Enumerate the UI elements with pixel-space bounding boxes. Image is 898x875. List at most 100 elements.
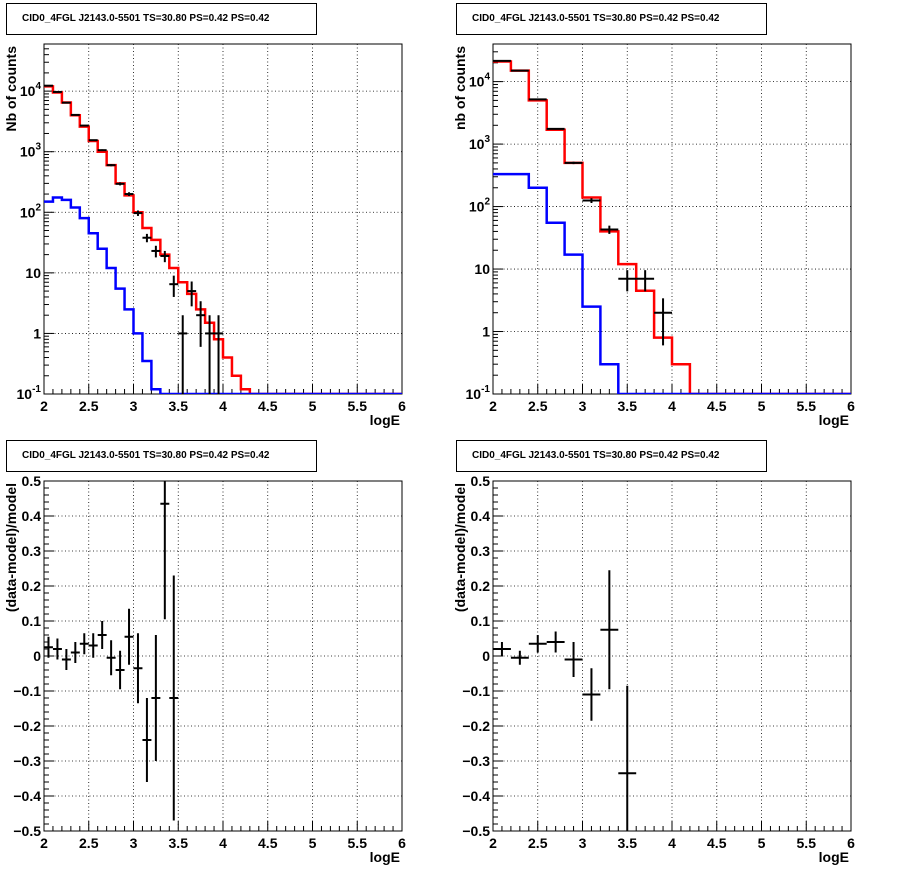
series-background-model [493, 172, 851, 394]
x-tick-label: 4.5 [258, 398, 278, 414]
y-tick-label: 10 [474, 261, 490, 277]
data-point [160, 481, 170, 620]
data-point [493, 642, 511, 656]
y-axis-label: (data-model)/model [3, 483, 19, 612]
x-tick-label: 6 [398, 835, 406, 851]
x-tick-label: 3 [579, 835, 587, 851]
x-tick-label: 6 [847, 398, 855, 414]
y-axis: −0.5 −0.4 −0.3 −0.2 −0.1 0 0.1 0.2 0.3 0.4 0.5(dat… [452, 473, 503, 839]
data-point [582, 668, 601, 721]
data-point [142, 233, 152, 243]
x-tick-label: 5 [309, 835, 317, 851]
series-data [493, 59, 672, 346]
data-point [600, 570, 619, 690]
x-tick-label: 4.5 [258, 835, 278, 851]
histogram-step-total-model [493, 60, 851, 394]
x-tick-label: 2.5 [528, 835, 548, 851]
x-tick-label: 5.5 [797, 835, 817, 851]
histogram-step-background-model [493, 172, 851, 394]
data-point [88, 633, 98, 658]
x-tick-label: 3 [579, 398, 587, 414]
data-point [187, 281, 197, 307]
x-tick-label: 3 [130, 835, 138, 851]
x-tick-label: 2 [40, 835, 48, 851]
y-tick-label: 10 [25, 265, 41, 281]
grid [493, 44, 851, 394]
x-tick-label: 4.5 [707, 835, 727, 851]
y-tick-label: 102 [20, 202, 42, 220]
y-tick-label: 104 [20, 81, 42, 99]
data-point [196, 301, 206, 347]
x-axis-label: logE [819, 412, 849, 428]
data-point [70, 113, 80, 116]
x-axis-label: logE [819, 849, 849, 865]
x-tick-label: 4 [668, 835, 676, 851]
y-tick-label: 0.5 [471, 473, 491, 489]
y-axis-label: nb of counts [452, 46, 468, 130]
data-point [133, 210, 143, 216]
data-point [52, 90, 62, 93]
y-tick-label: −0.1 [462, 683, 490, 699]
y-tick-label: 0.5 [22, 473, 42, 489]
y-tick-exponent: 2 [35, 202, 41, 213]
data-point [654, 298, 672, 346]
x-tick-label: 5.5 [797, 398, 817, 414]
y-tick-label: −0.1 [13, 683, 41, 699]
x-tick-label: 5 [758, 398, 766, 414]
data-point [106, 164, 116, 167]
data-point [44, 636, 53, 658]
y-axis-label: (data-model)/model [452, 483, 468, 612]
data-point [169, 575, 179, 821]
y-tick-label: −0.5 [13, 823, 41, 839]
y-tick-label: 1 [482, 324, 490, 340]
x-tick-label: 5 [309, 398, 317, 414]
data-point [564, 161, 583, 165]
data-point [61, 649, 71, 670]
data-point [205, 315, 215, 394]
y-tick-exponent: 3 [35, 142, 41, 153]
series-residuals [44, 481, 179, 821]
y-tick-label: −0.2 [462, 718, 490, 734]
data-point [61, 101, 71, 104]
y-tick-label: 0.3 [22, 543, 42, 559]
y-tick-label: −0.4 [462, 788, 490, 804]
x-tick-label: 4 [219, 835, 227, 851]
data-point [528, 98, 547, 101]
x-tick-label: 2 [489, 398, 497, 414]
data-point [618, 270, 637, 292]
y-tick-label: −0.4 [13, 788, 41, 804]
grid [44, 481, 402, 831]
x-axis-label: logE [370, 412, 400, 428]
data-point [510, 650, 529, 665]
panel-bottom-left: 2 2.5 3 3.5 4 4.5 5 5.5 6logE−0.5−0.4−0.3−0.2−0.… [3, 473, 406, 865]
data-point [97, 149, 107, 152]
x-tick-label: 3.5 [618, 835, 638, 851]
y-tick-label: 0 [482, 648, 490, 664]
x-tick-label: 3.5 [169, 835, 189, 851]
y-tick-label: 0.1 [471, 613, 491, 629]
data-point [600, 225, 619, 234]
data-point [151, 245, 161, 258]
data-point [79, 633, 89, 655]
y-tick-label: 1 [33, 325, 41, 341]
panel-bottom-right: 2 2.5 3 3.5 4 4.5 5 5.5 6logE−0.5−0.4−0.3−0.2−0.… [452, 473, 855, 865]
y-tick-exponent: 3 [484, 134, 490, 145]
data-point [214, 315, 223, 394]
grid [493, 481, 851, 831]
y-tick-label: 0.2 [471, 578, 491, 594]
data-point [115, 182, 125, 186]
y-tick-label: −0.3 [13, 753, 41, 769]
y-tick-label: 103 [20, 142, 42, 160]
y-axis: −0.5 −0.4 −0.3 −0.2 −0.1 0 0.1 0.2 0.3 0.4 0.5(dat… [3, 473, 54, 839]
panel-title-top-left: CID0_4FGL J2143.0-5501 TS=30.80 PS=0.42 … [6, 3, 317, 35]
x-tick-label: 2 [40, 398, 48, 414]
data-point [546, 127, 565, 130]
y-tick-label: 0.2 [22, 578, 42, 594]
x-tick-label: 4.5 [707, 398, 727, 414]
x-tick-label: 2.5 [528, 398, 548, 414]
